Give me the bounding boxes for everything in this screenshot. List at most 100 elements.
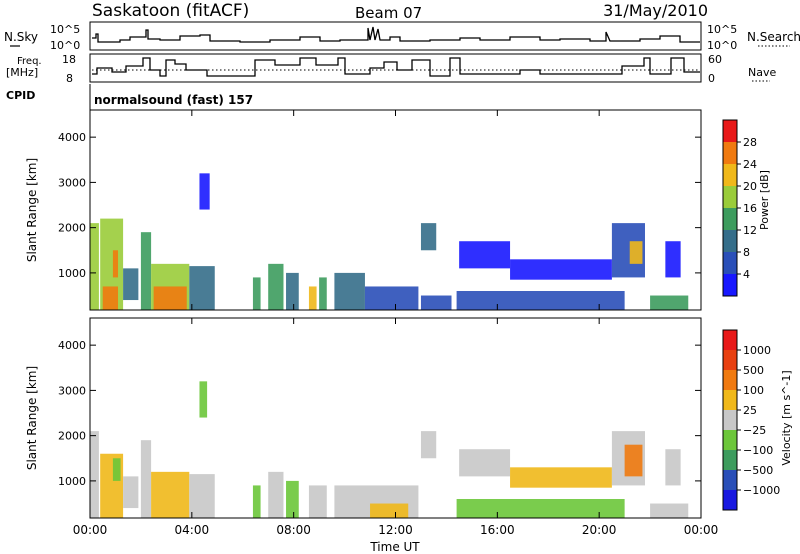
velocity-cell: [199, 381, 208, 418]
velocity-cbar-frame: [722, 329, 738, 511]
nsky-tick-top-right: 10^5: [707, 23, 737, 36]
velocity-cbar-tick-label: 25: [743, 404, 757, 417]
nave-tick-0: 0: [708, 72, 715, 85]
nsky-trace: [92, 26, 700, 43]
power-cbar-segment: [723, 208, 737, 230]
power-ytick-label: 1000: [58, 267, 86, 280]
velocity-cell: [268, 471, 284, 518]
freq-tick-8: 8: [66, 72, 73, 85]
velocity-cell: [140, 440, 152, 518]
power-cell: [650, 295, 689, 310]
velocity-xtick-label: 00:00: [684, 523, 719, 537]
power-cbar-tick-label: 20: [743, 180, 757, 193]
nsky-tick-top-left: 10^5: [50, 23, 80, 36]
freq-trace: [92, 57, 700, 77]
power-cell: [456, 290, 625, 310]
velocity-cell: [665, 449, 681, 486]
power-cbar-segment: [723, 274, 737, 296]
power-cell: [123, 268, 139, 301]
freq-label: Freq.: [17, 56, 42, 67]
nave-tick-60: 60: [708, 53, 722, 66]
power-y-axis: 1000 2000 3000 4000: [58, 131, 701, 280]
nsky-label: N.Sky: [4, 30, 38, 44]
power-cell: [420, 223, 437, 251]
power-ylabel: Slant Range [km]: [25, 158, 39, 262]
power-cell: [308, 286, 317, 310]
nsearch-label: N.Search: [747, 30, 800, 44]
power-cell: [199, 173, 210, 210]
velocity-ylabel: Slant Range [km]: [25, 366, 39, 470]
velocity-xtick-label: 00:00: [73, 523, 108, 537]
velocity-cbar-segment: [723, 350, 737, 370]
date-title: 31/May/2010: [603, 1, 708, 20]
freq-tick-18: 18: [62, 53, 76, 66]
power-cbar-segment: [723, 252, 737, 274]
velocity-cell: [286, 480, 299, 518]
power-cbar-segment: [723, 186, 737, 208]
freq-unit-label: [MHz]: [6, 66, 38, 79]
velocity-ytick-label: 3000: [58, 384, 86, 397]
power-colorbar: 4 8 12 16 20 24 28: [722, 119, 757, 297]
velocity-cell: [456, 498, 625, 518]
power-cell: [189, 266, 215, 310]
power-x-axis: [89, 110, 702, 310]
nsky-tick-bottom-left: 10^0: [50, 39, 80, 52]
cpid-text: normalsound (fast) 157: [94, 93, 253, 107]
velocity-cbar-tick-label: 100: [743, 384, 764, 397]
freq-panel: Freq. [MHz] 18 8 60 0 Nave: [6, 53, 776, 85]
power-cell: [252, 277, 261, 310]
velocity-xtick-label: 12:00: [378, 523, 413, 537]
velocity-cell: [252, 485, 261, 518]
velocity-cell: [650, 503, 689, 518]
velocity-cell: [370, 503, 409, 518]
velocity-x-axis: 00:00 04:00 08:00 12:00 16:00 20:00 00:00: [73, 318, 719, 537]
power-cbar-tick-label: 4: [743, 268, 750, 281]
power-cbar-tick-label: 28: [743, 136, 757, 149]
velocity-xtick-label: 20:00: [582, 523, 617, 537]
velocity-cell: [510, 467, 612, 488]
velocity-cbar-segment: [723, 390, 737, 410]
power-cell: [364, 286, 419, 310]
velocity-cbar-segment: [723, 430, 737, 450]
velocity-ytick-label: 2000: [58, 430, 86, 443]
velocity-cbar-segment: [723, 490, 737, 510]
station-title: Saskatoon (fitACF): [92, 1, 249, 21]
power-cbar-tick-label: 24: [743, 158, 757, 171]
velocity-cbar-tick-label: −25: [743, 424, 766, 437]
time-axis-label: Time UT: [369, 540, 420, 554]
power-cell: [153, 286, 187, 310]
power-cbar-segment: [723, 230, 737, 252]
velocity-cell: [459, 449, 511, 477]
beam-title: Beam 07: [355, 4, 422, 22]
velocity-cbar-segment: [723, 470, 737, 490]
power-ytick-label: 3000: [58, 176, 86, 189]
power-cell: [334, 272, 365, 310]
velocity-cell: [624, 444, 643, 477]
velocity-xtick-label: 16:00: [480, 523, 515, 537]
power-cbar-label: Power [dB]: [758, 170, 771, 230]
power-cell: [510, 259, 612, 280]
velocity-xtick-label: 08:00: [276, 523, 311, 537]
power-panel: 1000 2000 3000 4000 Slant Range [km]: [25, 109, 702, 311]
power-cbar-segment: [723, 120, 737, 142]
velocity-cbar-tick-label: 500: [743, 364, 764, 377]
velocity-cell: [112, 458, 121, 481]
power-cell: [112, 250, 119, 278]
power-cell: [286, 272, 299, 310]
power-cbar-segment: [723, 164, 737, 186]
velocity-colorbar: 1000 500 100 25 −25 −100 −500 −1000: [722, 329, 780, 511]
velocity-cell: [189, 474, 215, 518]
power-cell: [90, 223, 99, 310]
velocity-cbar-tick-label: 1000: [743, 344, 771, 357]
power-cell: [420, 295, 452, 310]
power-cbar-tick-label: 16: [743, 202, 757, 215]
velocity-cells: [90, 381, 689, 518]
velocity-cell: [123, 476, 139, 509]
nave-label: Nave: [748, 66, 776, 79]
velocity-cbar-tick-label: −1000: [743, 484, 780, 497]
power-cells: [90, 173, 689, 310]
power-cell: [629, 241, 643, 264]
power-cell: [268, 263, 284, 310]
velocity-cell: [151, 471, 190, 518]
